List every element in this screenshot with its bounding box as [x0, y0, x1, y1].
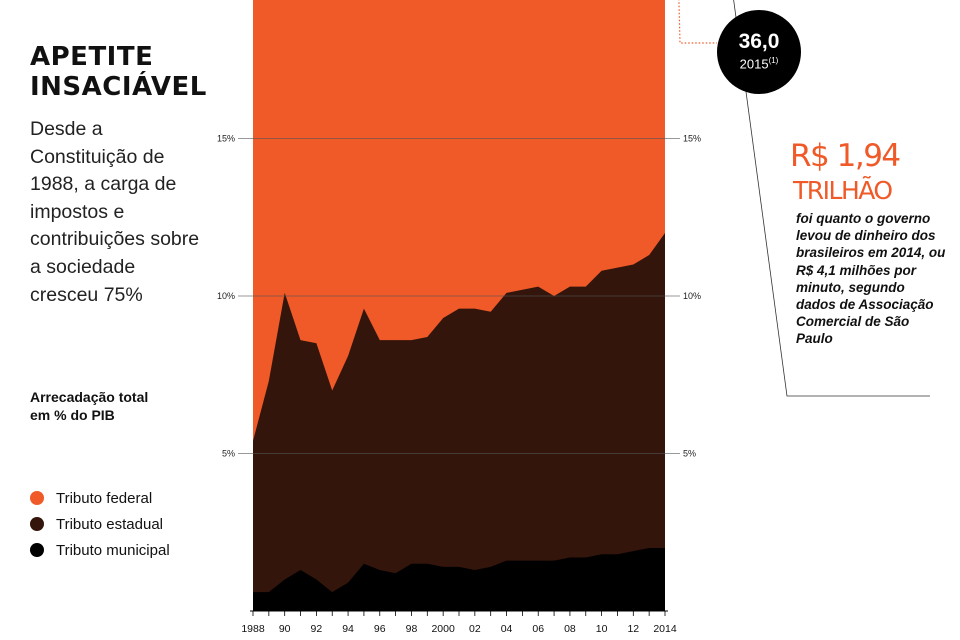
badge-2015-value: 36,0 2015(1) [717, 10, 801, 94]
badge-footnote: (1) [768, 56, 779, 65]
x-tick-label: 12 [627, 623, 639, 635]
legend-swatch-federal [30, 491, 44, 505]
callout-unit: TRILHÃO [793, 176, 893, 205]
series-area-tributo-municipal [253, 548, 665, 611]
callout-amount: R$ 1,94 [790, 138, 901, 174]
x-tick-label: 96 [374, 623, 386, 635]
x-tick-label: 98 [406, 623, 418, 635]
legend: Tributo federal Tributo estadual Tributo… [30, 485, 170, 563]
x-tick-label: 10 [596, 623, 608, 635]
x-tick-label: 02 [469, 623, 481, 635]
badge-year: 2015 [739, 56, 769, 72]
x-tick-label: 2014 [653, 623, 677, 635]
y-tick-label-left: 5% [222, 449, 235, 459]
x-tick-label: 90 [279, 623, 291, 635]
callout-connector-line [733, 0, 930, 397]
measure-label-line-2: em % do PIB [30, 407, 115, 423]
series-area-tributo-estadual [253, 233, 665, 611]
y-tick-label-right: 10% [683, 291, 701, 301]
x-tick-label: 06 [532, 623, 544, 635]
x-tick-label: 04 [501, 623, 513, 635]
x-tick-label: 08 [564, 623, 576, 635]
badge-connector-line [678, 0, 717, 44]
callout-text: foi quanto o governo levou de dinheiro d… [796, 211, 946, 347]
x-tick-label: 2000 [431, 623, 455, 635]
legend-swatch-estadual [30, 517, 44, 531]
legend-label-federal: Tributo federal [56, 489, 153, 507]
y-tick-label-left: 10% [217, 291, 235, 301]
y-tick-label-left: 15% [217, 134, 235, 144]
badge-year-line: 2015(1) [717, 56, 801, 71]
x-tick-label: 1988 [241, 623, 265, 635]
chart-title: APETITE INSACIÁVEL [30, 42, 207, 102]
x-tick-label: 94 [342, 623, 354, 635]
badge-value: 36,0 [738, 30, 780, 53]
chart-subtitle: Desde a Constituição de 1988, a carga de… [30, 118, 200, 306]
title-line-1: APETITE [30, 42, 154, 72]
x-tick-label: 92 [311, 623, 323, 635]
legend-label-estadual: Tributo estadual [56, 515, 164, 533]
measure-label-line-1: Arrecadação total [30, 389, 149, 405]
legend-label-municipal: Tributo municipal [56, 541, 170, 559]
legend-item-municipal: Tributo municipal [30, 537, 170, 563]
legend-swatch-municipal [30, 543, 44, 557]
legend-item-federal: Tributo federal [30, 485, 170, 511]
y-tick-label-right: 15% [683, 134, 701, 144]
title-line-2: INSACIÁVEL [30, 72, 207, 102]
y-tick-label-right: 5% [683, 449, 696, 459]
legend-item-estadual: Tributo estadual [30, 511, 170, 537]
measure-label: Arrecadação total em % do PIB [30, 388, 148, 424]
